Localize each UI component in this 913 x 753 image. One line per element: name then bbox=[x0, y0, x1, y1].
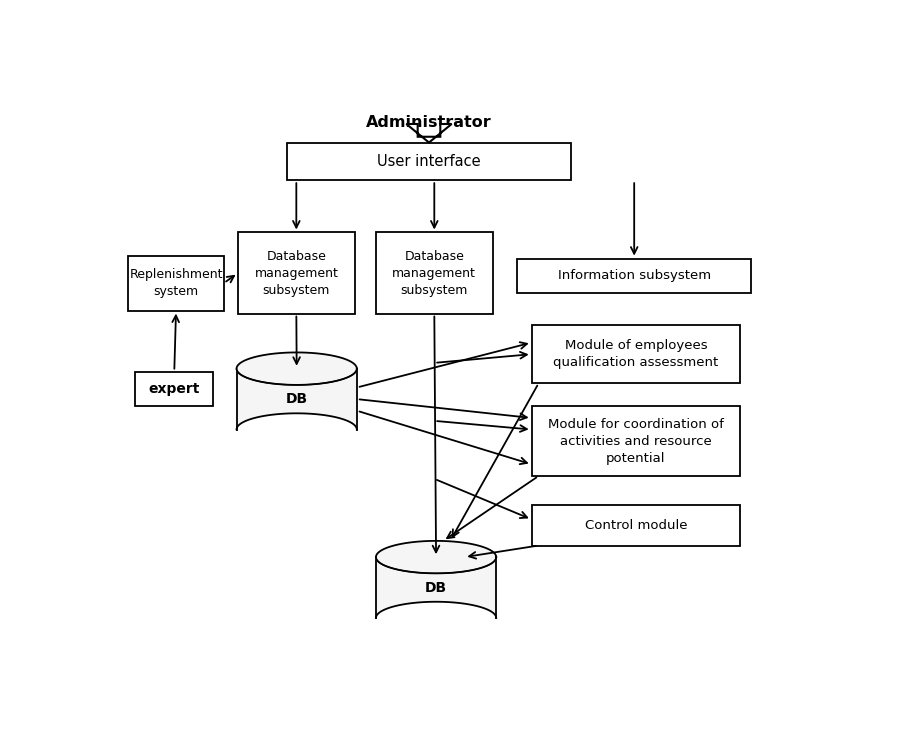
Text: Database
management
subsystem: Database management subsystem bbox=[393, 249, 477, 297]
Text: Module of employees
qualification assessment: Module of employees qualification assess… bbox=[553, 339, 719, 369]
Text: Module for coordination of
activities and resource
potential: Module for coordination of activities an… bbox=[548, 418, 724, 465]
Polygon shape bbox=[376, 541, 497, 573]
Bar bbox=[128, 255, 224, 311]
Text: User interface: User interface bbox=[377, 154, 481, 169]
Bar bbox=[135, 371, 214, 407]
Text: expert: expert bbox=[149, 382, 200, 396]
Polygon shape bbox=[376, 557, 497, 618]
Bar bbox=[288, 142, 571, 180]
Text: DB: DB bbox=[286, 392, 308, 406]
Bar bbox=[531, 325, 740, 383]
Text: Administrator: Administrator bbox=[366, 114, 492, 130]
Polygon shape bbox=[236, 352, 357, 385]
Text: Replenishment
system: Replenishment system bbox=[130, 268, 223, 298]
Bar bbox=[376, 233, 493, 313]
Text: Information subsystem: Information subsystem bbox=[558, 270, 710, 282]
Text: Control module: Control module bbox=[584, 519, 687, 532]
Bar bbox=[531, 505, 740, 545]
Polygon shape bbox=[236, 369, 357, 429]
Bar bbox=[518, 258, 750, 294]
Text: Database
management
subsystem: Database management subsystem bbox=[255, 249, 338, 297]
Polygon shape bbox=[406, 124, 452, 142]
Bar bbox=[238, 233, 354, 313]
Text: DB: DB bbox=[425, 581, 447, 595]
Bar bbox=[531, 407, 740, 476]
